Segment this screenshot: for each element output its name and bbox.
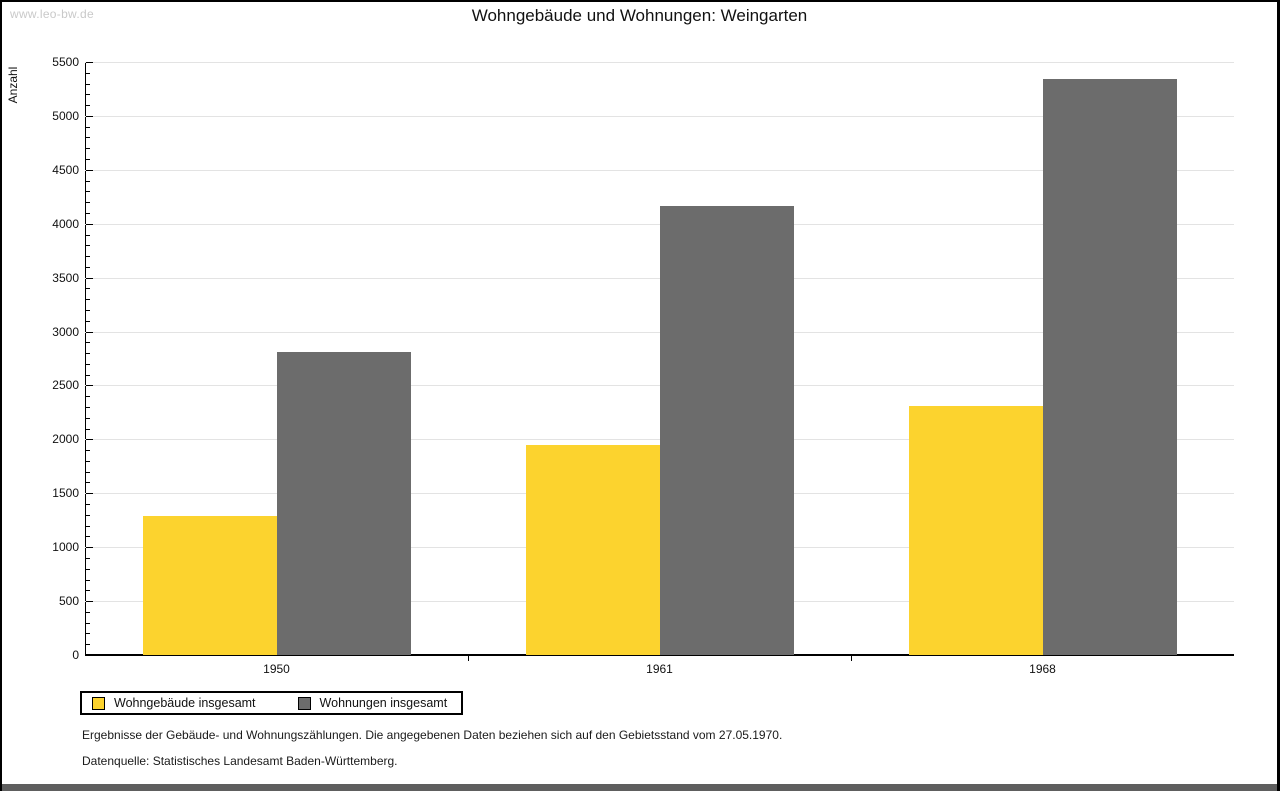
y-axis-tick-label: 0 [72,648,79,662]
y-axis-major-tick [86,169,93,171]
legend-item-wohngebaeude: Wohngebäude insgesamt [92,696,256,710]
y-axis-minor-tick [86,396,90,398]
y-axis-minor-tick [86,159,90,161]
y-axis-minor-tick [86,148,90,150]
x-axis-group-tick [851,655,852,661]
y-axis-minor-tick [86,256,90,258]
y-axis-minor-tick [86,514,90,516]
y-axis-tick-label: 5000 [52,108,79,123]
legend-item-wohnungen: Wohnungen insgesamt [297,696,448,710]
y-axis-minor-tick [86,633,90,635]
y-axis-minor-tick [86,407,90,409]
y-axis-major-tick [86,62,93,63]
y-axis-major-tick [86,385,93,387]
y-axis-tick-label: 3500 [52,270,79,285]
y-axis-tick-label: 2500 [52,378,79,393]
y-axis-major-tick [86,439,93,441]
legend-label: Wohnungen insgesamt [319,696,448,710]
legend-swatch-gray [297,696,311,710]
footnote-data-source: Datenquelle: Statistisches Landesamt Bad… [82,754,398,768]
y-axis-minor-tick [86,460,90,462]
y-axis-minor-tick [86,590,90,592]
y-axis-minor-tick [86,299,90,301]
y-axis-minor-tick [86,471,90,473]
y-axis-minor-tick [86,525,90,527]
y-axis-minor-tick [86,309,90,311]
y-axis-tick-label: 1000 [52,540,79,555]
y-axis-minor-tick [86,417,90,419]
window-bottom-edge [2,784,1277,791]
bar-1968-wohnungen [1042,79,1177,655]
y-axis-minor-tick [86,363,90,365]
y-axis-minor-tick [86,622,90,624]
y-axis-minor-tick [86,374,90,376]
y-axis-minor-tick [86,72,90,74]
y-axis-major-tick [86,331,93,333]
y-axis-minor-tick [86,266,90,268]
y-axis-minor-tick [86,644,90,646]
y-axis-minor-tick [86,191,90,193]
y-axis-line [85,62,86,655]
chart-title: Wohngebäude und Wohnungen: Weingarten [471,6,808,25]
y-axis-tick-label: 3000 [52,324,79,339]
y-axis-major-tick [86,601,93,603]
y-axis-minor-tick [86,450,90,452]
footnote-source-note: Ergebnisse der Gebäude- und Wohnungszähl… [82,728,783,742]
y-axis-minor-tick [86,353,90,355]
bar-1950-wohnungen [276,352,411,655]
y-axis-major-tick [86,277,93,279]
y-axis-minor-tick [86,126,90,128]
y-axis-minor-tick [86,137,90,139]
y-axis-major-tick [86,223,93,225]
y-axis-tick-label: 1500 [52,486,79,501]
gridline [85,169,1234,171]
y-axis-major-tick [86,493,93,495]
bar-1950-wohngebaeude [142,516,277,655]
y-axis-minor-tick [86,288,90,290]
y-axis-label: Anzahl [6,66,20,104]
y-axis-minor-tick [86,94,90,96]
y-axis-major-tick [86,547,93,549]
y-axis-minor-tick [86,428,90,430]
y-axis-minor-tick [86,212,90,214]
x-axis-group-tick [468,655,469,661]
x-axis-line [85,654,1234,656]
bar-1961-wohnungen [659,206,794,655]
y-axis-tick-label: 5500 [52,55,79,69]
gridline [85,62,1234,63]
y-axis-tick-label: 4000 [52,216,79,231]
y-axis-major-tick [86,115,93,117]
y-axis-minor-tick [86,482,90,484]
y-axis-minor-tick [86,202,90,204]
y-axis-tick-label: 500 [58,594,79,609]
y-axis-minor-tick [86,234,90,236]
x-axis-category-label: 1968 [1029,662,1056,676]
bar-1968-wohngebaeude [908,406,1043,655]
y-axis-minor-tick [86,504,90,506]
x-axis-category-label: 1961 [646,662,673,676]
y-axis-minor-tick [86,557,90,559]
bar-1961-wohngebaeude [525,444,660,655]
y-axis-minor-tick [86,320,90,322]
y-axis-minor-tick [86,568,90,570]
y-axis-minor-tick [86,180,90,182]
y-axis-minor-tick [86,83,90,85]
y-axis-minor-tick [86,105,90,107]
legend-swatch-yellow [92,696,105,710]
x-axis-category-label: 1950 [263,662,290,676]
y-axis-minor-tick [86,536,90,538]
gridline [85,115,1234,117]
watermark: www.leo-bw.de [10,7,94,21]
y-axis-tick-label: 2000 [52,432,79,447]
legend: Wohngebäude insgesamt Wohnungen insgesam… [80,691,464,715]
y-axis-minor-tick [86,611,90,613]
y-axis-tick-label: 4500 [52,162,79,177]
y-axis-minor-tick [86,245,90,247]
plot-area: 0 500 1000 1500 2000 2500 3000 3500 4000 4500 5000… [52,55,1234,676]
y-axis-minor-tick [86,342,90,344]
legend-label: Wohngebäude insgesamt [114,696,256,710]
y-axis-minor-tick [86,579,90,581]
